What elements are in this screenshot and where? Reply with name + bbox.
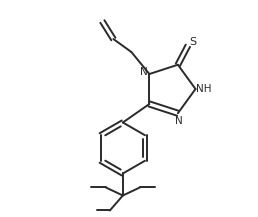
Text: S: S	[189, 37, 196, 47]
Text: N: N	[175, 116, 183, 126]
Text: NH: NH	[196, 84, 212, 94]
Text: N: N	[140, 67, 148, 77]
